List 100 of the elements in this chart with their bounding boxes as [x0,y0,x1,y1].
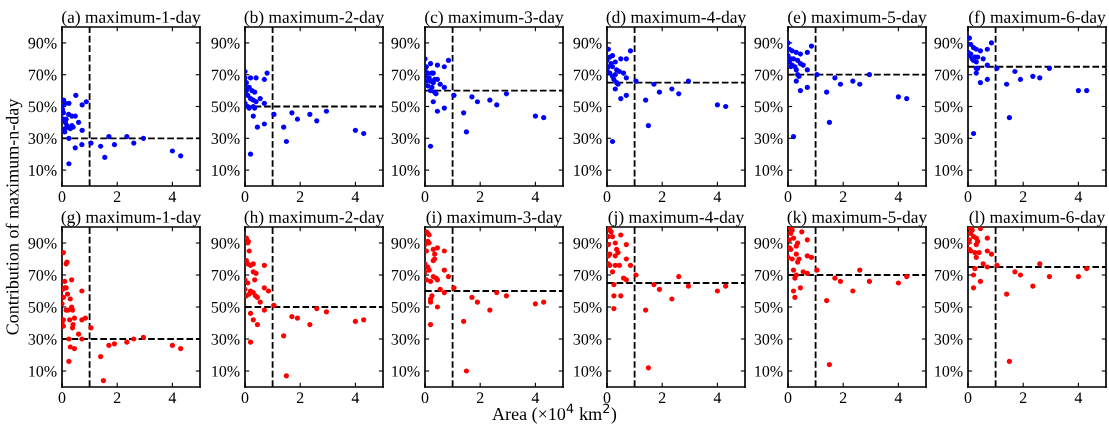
x-tick-label: 0 [964,191,972,203]
y-tick-label: 90% [934,37,963,49]
y-tick-label: 30% [573,133,602,145]
y-tick-label: 50% [754,101,783,113]
y-tick-label: 90% [211,237,240,249]
y-tick-label: 90% [934,237,963,249]
chart-title: (k) maximum-5-day [787,210,928,227]
y-tick-label: 90% [754,37,783,49]
y-tick-label: 70% [211,269,240,281]
x-tick-label: 0 [241,191,249,203]
chart-title: (j) maximum-4-day [608,210,745,227]
chart-title: (h) maximum-2-day [244,210,385,227]
y-tick-label: 90% [391,37,420,49]
x-tick-label: 0 [421,191,429,203]
y-tick-label: 50% [934,101,963,113]
y-tick-label: 70% [573,269,602,281]
y-tick-label: 30% [211,133,240,145]
x-tick-label: 0 [964,392,972,404]
y-tick-label: 70% [28,69,57,81]
chart-title: (b) maximum-2-day [244,10,385,27]
y-tick-label: 10% [755,165,783,176]
y-tick-label: 90% [28,237,57,249]
x-tick-label: 2 [658,392,666,403]
x-tick-label: 4 [351,392,360,403]
y-tick-label: 70% [211,69,240,81]
y-tick-label: 10% [755,365,783,377]
y-tick-label: 70% [754,269,783,281]
y-tick-label: 50% [391,101,420,113]
x-tick-label: 4 [168,191,177,202]
x-tick-label: 2 [296,392,304,403]
chart-title: (c) maximum-3-day [425,10,564,27]
y-tick-label: 10% [935,365,963,377]
y-tick-label: 70% [754,69,783,81]
y-tick-label: 70% [934,269,963,281]
y-tick-label: 90% [28,37,57,49]
x-tick-label: 0 [603,392,611,404]
x-tick-label: 2 [113,191,121,202]
y-tick-label: 50% [211,101,240,113]
y-tick-label: 30% [934,333,963,345]
y-tick-label: 10% [29,365,57,377]
x-tick-label: 4 [351,191,360,202]
chart-title: (l) maximum-6-day [969,210,1106,227]
y-tick-label: 30% [391,133,420,145]
x-tick-label: 0 [784,392,792,404]
x-tick-label: 0 [421,392,429,404]
x-tick-label: 2 [113,392,121,403]
x-tick-label: 4 [1074,191,1083,202]
y-tick-label: 90% [754,237,783,249]
x-tick-label: 0 [241,392,249,404]
chart-title: (a) maximum-1-day [62,10,201,27]
y-tick-label: 30% [211,333,240,345]
x-tick-label: 2 [296,191,304,202]
y-tick-label: 90% [573,37,602,49]
y-tick-label: 30% [573,333,602,345]
y-tick-label: 70% [391,69,420,81]
y-tick-label: 30% [28,133,57,145]
y-tick-label: 30% [754,333,783,345]
chart-title: (d) maximum-4-day [606,10,747,27]
chart-title: (i) maximum-3-day [426,210,563,227]
y-tick-label: 10% [212,365,240,377]
x-tick-label: 2 [476,392,484,403]
x-tick-label: 4 [531,392,540,403]
x-tick-label: 4 [1074,392,1083,403]
y-tick-label: 30% [934,133,963,145]
x-tick-label: 0 [603,191,611,203]
x-tick-label: 2 [1019,392,1027,403]
y-tick-label: 50% [573,301,602,313]
chart-title: (e) maximum-5-day [788,10,927,27]
x-tick-label: 2 [839,191,847,202]
x-tick-label: 4 [713,191,722,202]
x-tick-label: 2 [476,191,484,202]
y-tick-label: 10% [574,365,602,377]
y-tick-label: 90% [573,237,602,249]
x-tick-label: 4 [713,392,722,403]
y-tick-label: 10% [392,365,420,377]
y-tick-label: 10% [212,165,240,176]
y-tick-label: 10% [29,165,57,176]
y-tick-label: 90% [391,237,420,249]
x-tick-label: 0 [58,392,66,404]
y-tick-label: 10% [392,165,420,176]
x-tick-label: 0 [58,191,66,203]
x-tick-label: 4 [894,191,903,202]
x-tick-label: 0 [784,191,792,203]
y-tick-label: 50% [211,301,240,313]
y-tick-label: 30% [391,333,420,345]
x-tick-label: 4 [168,392,177,403]
y-tick-label: 10% [574,165,602,176]
y-tick-label: 50% [28,301,57,313]
x-tick-label: 2 [658,191,666,202]
chart-title: (f) maximum-6-day [969,10,1106,27]
y-tick-label: 70% [934,69,963,81]
y-tick-label: 70% [573,69,602,81]
y-tick-label: 70% [391,269,420,281]
y-tick-label: 50% [391,301,420,313]
y-tick-label: 50% [934,301,963,313]
x-axis-title: Area (×10$^{4}$ km$^{2}$) [492,403,617,424]
x-tick-label: 2 [839,392,847,403]
x-tick-label: 4 [531,191,540,202]
y-tick-label: 50% [28,101,57,113]
y-tick-label: 50% [573,101,602,113]
